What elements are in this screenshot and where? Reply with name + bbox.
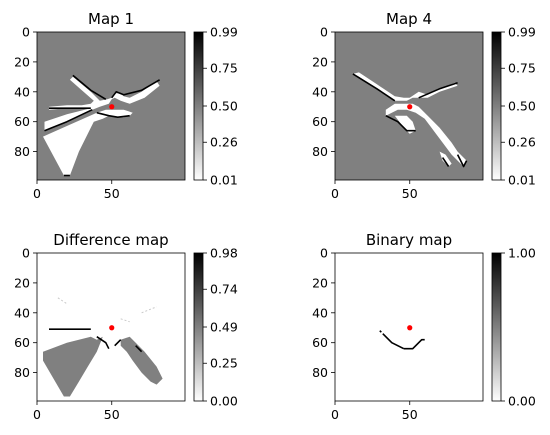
y-tick-label: 80 (312, 365, 328, 380)
colorbar-tick-label: 1.00 (508, 246, 536, 261)
robot-position-marker (109, 104, 115, 110)
robot-position-marker (407, 325, 413, 331)
y-tick-label: 80 (312, 144, 328, 159)
y-tick-label: 60 (312, 114, 328, 129)
axes-frame (36, 252, 186, 402)
panel-2: Map 4 0 50 0 20 40 60 80 0.99 0.75 0.50 0.26 0.01 (312, 10, 536, 201)
occupied-cells (456, 154, 468, 168)
colorbar (491, 31, 502, 181)
occupied-cells (403, 338, 425, 350)
x-tick-label: 50 (402, 407, 418, 422)
light-cells (57, 297, 68, 305)
y-tick-label: 80 (14, 365, 30, 380)
colorbar-tick-label: 0.99 (210, 25, 238, 40)
x-tick-label: 0 (331, 407, 339, 422)
axes-frame (36, 31, 186, 181)
y-tick-label: 0 (22, 25, 30, 40)
occupied-cells (441, 157, 450, 167)
colorbar-tick-label: 0.98 (210, 246, 238, 261)
y-tick-label: 20 (312, 275, 328, 290)
colorbar-tick-label: 0.75 (508, 61, 536, 76)
colorbar-tick-label: 0.00 (508, 394, 536, 409)
axes-frame (334, 31, 484, 181)
occupied-cells (352, 73, 396, 102)
y-tick-label: 40 (14, 84, 30, 99)
y-tick-label: 60 (14, 335, 30, 350)
free-region (44, 76, 160, 131)
free-region (439, 151, 452, 167)
colorbar-tick-label: 0.74 (210, 282, 238, 297)
occupied-cells (72, 74, 107, 100)
colorbar-tick-label: 0.75 (210, 61, 238, 76)
panel-3: Difference map 0 50 0 20 40 60 80 0.98 0.74 0.49 0.… (14, 231, 238, 422)
occupied-cells (382, 333, 405, 350)
colorbar-tick-label: 0.50 (210, 99, 238, 114)
y-tick-label: 40 (312, 84, 328, 99)
colorbar-tick-label: 0.26 (508, 135, 536, 150)
y-tick-label: 40 (312, 305, 328, 320)
occupied-cells (111, 79, 161, 99)
x-tick-label: 0 (33, 186, 41, 201)
x-tick-label: 50 (104, 186, 120, 201)
x-tick-label: 0 (33, 407, 41, 422)
difference-region (120, 336, 163, 385)
x-tick-label: 0 (331, 186, 339, 201)
chart-title: Map 4 (386, 10, 432, 28)
occupied-cells (96, 336, 110, 350)
y-tick-label: 20 (14, 275, 30, 290)
chart-title: Map 1 (88, 10, 134, 28)
y-tick-label: 20 (14, 54, 30, 69)
panel-1: Map 1 0 50 0 20 40 60 80 0.99 0.75 0.50 0.26 0.01 (14, 10, 238, 201)
colorbar-tick-label: 0.26 (210, 135, 238, 150)
y-tick-label: 0 (22, 246, 30, 261)
occupied-cells (114, 339, 122, 347)
colorbar-tick-label: 0.99 (508, 25, 536, 40)
difference-region (43, 336, 103, 397)
colorbar-tick-label: 0.50 (508, 99, 536, 114)
light-cells (141, 306, 157, 314)
axes-frame (334, 252, 484, 402)
free-region (43, 109, 133, 176)
y-tick-label: 40 (14, 305, 30, 320)
y-tick-label: 80 (14, 144, 30, 159)
colorbar-tick-label: 0.01 (508, 173, 536, 188)
occupied-cells (135, 345, 143, 353)
colorbar (193, 31, 204, 181)
panel-4: Binary map 0 50 0 20 40 60 80 1.00 0.00 (312, 231, 536, 422)
occupied-cells (379, 330, 382, 333)
light-cells (120, 318, 130, 323)
y-tick-label: 60 (312, 335, 328, 350)
x-tick-label: 50 (402, 186, 418, 201)
colorbar-tick-label: 0.01 (210, 173, 238, 188)
robot-position-marker (109, 325, 115, 331)
colorbar-tick-label: 0.00 (210, 394, 238, 409)
free-region (352, 72, 458, 101)
occupied-cells (385, 114, 416, 132)
free-region (394, 115, 416, 134)
colorbar (491, 252, 502, 402)
free-region (385, 103, 467, 167)
colorbar-tick-label: 0.25 (210, 356, 238, 371)
occupied-cells (44, 108, 93, 132)
occupied-cells (418, 82, 458, 99)
chart-title: Difference map (53, 231, 168, 249)
y-tick-label: 0 (320, 246, 328, 261)
colorbar (193, 252, 204, 402)
colorbar-tick-label: 0.49 (210, 320, 238, 335)
y-tick-label: 60 (14, 114, 30, 129)
robot-position-marker (407, 104, 413, 110)
y-tick-label: 0 (320, 25, 328, 40)
y-tick-label: 20 (312, 54, 328, 69)
occupied-cells (96, 111, 130, 118)
x-tick-label: 50 (104, 407, 120, 422)
chart-title: Binary map (366, 231, 452, 249)
